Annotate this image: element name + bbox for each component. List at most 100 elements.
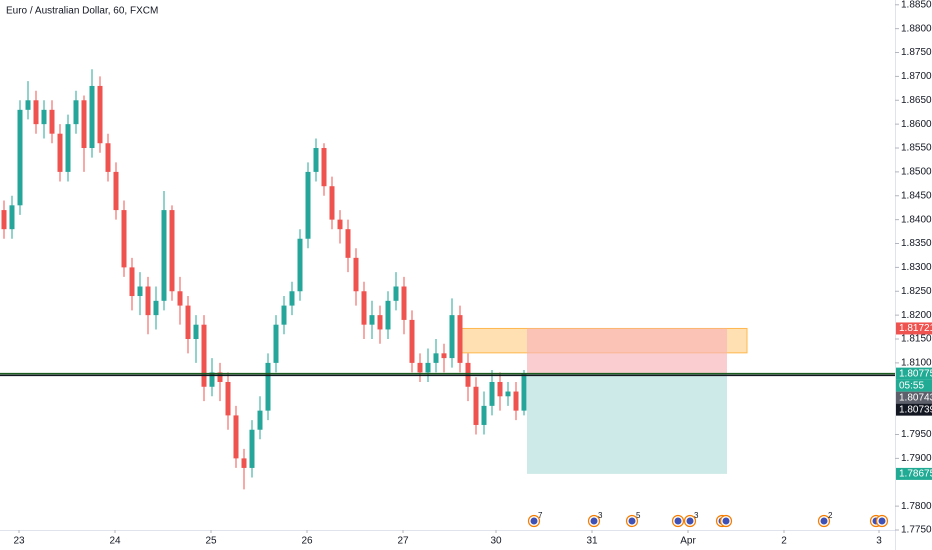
event-icon-inner [878,517,886,525]
candle-body [401,286,407,320]
candle-body [329,186,335,220]
y-tick-label: 1.79500 [901,429,932,440]
price-label: 1.80775 [899,368,932,379]
candle-body [201,324,207,387]
event-icon-inner [820,517,828,525]
candle-body [89,85,95,149]
y-tick-label: 1.85000 [901,167,932,178]
candle-body [297,238,303,292]
price-label: 1.81721 [899,323,932,334]
candle-body [481,405,487,425]
candle-body [249,429,255,468]
candle-body [497,381,503,397]
price-label: 1.80739 [899,404,932,415]
y-tick-label: 1.84500 [901,190,932,201]
candle-body [505,391,511,397]
x-tick-label: 24 [109,536,121,547]
candle-body [113,171,119,211]
candle-body [169,210,175,292]
y-tick-label: 1.87000 [901,71,932,82]
candle-body [137,286,143,297]
y-tick-label: 1.81000 [901,358,932,369]
event-count: 3 [598,511,603,520]
x-tick-label: 26 [301,536,313,547]
event-count: 3 [694,511,699,520]
candle-body [9,205,15,230]
y-tick-label: 1.86500 [901,95,932,106]
candle-body [209,372,215,387]
position-zone [527,328,727,374]
x-tick-label: 23 [13,536,25,547]
candle-body [521,373,527,411]
candle-body [17,109,23,206]
candle-body [233,415,239,459]
candle-body [433,353,439,363]
price-label: 1.80743 [899,392,932,403]
candle-body [489,381,495,406]
y-tick-label: 1.78000 [901,501,932,512]
candle-body [337,219,343,230]
candle-body [33,100,39,125]
candle-body [105,143,111,172]
y-tick-label: 1.83000 [901,262,932,273]
x-tick-label: 25 [205,536,217,547]
event-icon-inner [530,517,538,525]
candle-body [353,257,359,292]
y-tick-label: 1.81500 [901,334,932,345]
y-tick-label: 1.77500 [901,525,932,536]
candle-body [193,324,199,340]
candle-body [513,391,519,411]
candle-body [81,100,87,149]
candle-body [25,100,31,110]
y-tick-label: 1.86000 [901,119,932,130]
candle-body [417,362,423,373]
candle-body [281,305,287,325]
y-tick-label: 1.79000 [901,453,932,464]
chart-title: Euro / Australian Dollar, 60, FXCM [6,6,158,17]
y-tick-label: 1.83500 [901,238,932,249]
candle-body [97,85,103,144]
candle-body [345,229,351,258]
candle-body [305,171,311,239]
candle-body [385,300,391,330]
candle-body [217,372,223,382]
candle-body [449,315,455,359]
position-zone [527,373,727,474]
y-tick-label: 1.82000 [901,310,932,321]
candle-body [369,315,375,325]
candle-body [73,100,79,125]
candle-body [185,305,191,340]
candle-body [161,210,167,301]
y-tick-label: 1.82500 [901,286,932,297]
price-label-box [896,403,932,416]
candle-body [361,291,367,325]
candle-body [57,133,63,172]
candle-body [265,362,271,411]
candle-body [393,286,399,301]
event-icon-inner [674,517,682,525]
candle-body [457,315,463,363]
x-tick-label: 2 [781,536,787,547]
x-tick-label: Apr [680,536,696,547]
event-count: 7 [538,511,543,520]
candle-body [177,291,183,306]
x-tick-label: 31 [586,536,598,547]
y-tick-label: 1.84000 [901,214,932,225]
y-tick-label: 1.88500 [901,0,932,10]
event-count: 2 [828,511,833,520]
y-tick-label: 1.88000 [901,23,932,34]
candle-body [225,381,231,416]
candle-body [41,109,47,125]
event-count: 5 [636,511,641,520]
countdown-box [896,379,932,392]
price-label-box [896,391,932,404]
y-tick-label: 1.85500 [901,143,932,154]
candle-body [153,300,159,316]
candle-body [425,362,431,373]
candle-body [473,386,479,425]
candle-body [49,109,55,134]
countdown: 05:55 [899,380,924,391]
event-icon-inner [722,517,730,525]
candle-body [377,315,383,330]
